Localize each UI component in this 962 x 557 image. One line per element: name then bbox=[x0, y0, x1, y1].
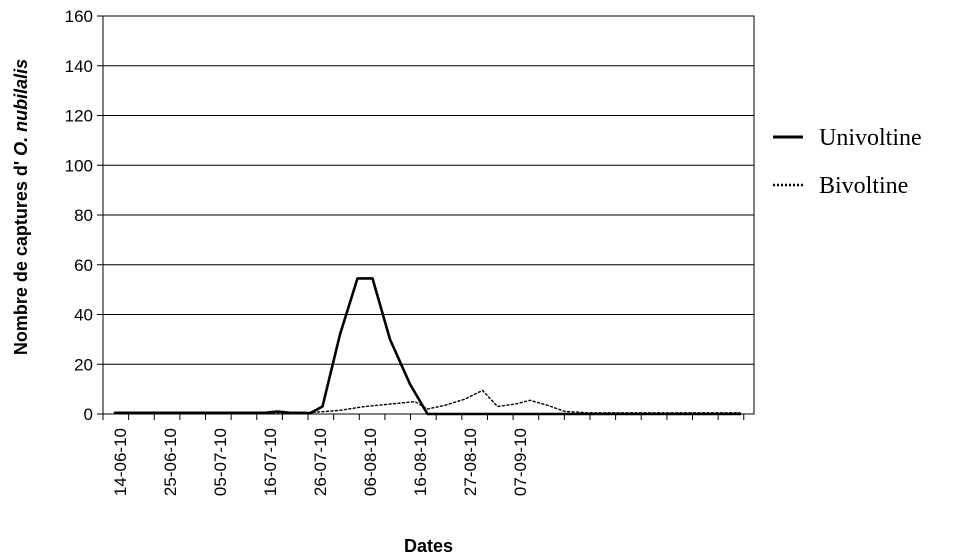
x-tick-label: 25-06-10 bbox=[161, 428, 180, 496]
y-tick-label: 100 bbox=[65, 156, 93, 175]
y-tick-label: 60 bbox=[74, 256, 93, 275]
x-tick-label: 27-08-10 bbox=[461, 428, 480, 496]
series-line-univoltine bbox=[113, 277, 742, 416]
y-tick-label: 20 bbox=[74, 355, 93, 374]
x-tick-label: 16-07-10 bbox=[261, 428, 280, 496]
x-axis-title: Dates bbox=[404, 536, 453, 556]
x-tick-label: 14-06-10 bbox=[111, 428, 130, 496]
x-tick-label: 05-07-10 bbox=[211, 428, 230, 496]
y-tick-label: 40 bbox=[74, 306, 93, 325]
y-tick-label: 0 bbox=[84, 405, 93, 424]
legend-item-bivoltine: Bivoltine bbox=[773, 173, 908, 199]
legend-label-bivoltine: Bivoltine bbox=[819, 173, 908, 199]
series-line-bivoltine bbox=[114, 389, 741, 414]
y-axis-title-species: O. nubilalis bbox=[11, 59, 31, 156]
x-tick-label: 06-08-10 bbox=[361, 428, 380, 496]
y-axis: 0 20 40 60 80 100 120 140 160 bbox=[65, 7, 103, 424]
x-tick-label: 16-08-10 bbox=[411, 428, 430, 496]
x-tick-label: 07-09-10 bbox=[511, 428, 530, 496]
x-axis: 14-06-10 25-06-10 05-07-10 16-07-10 26-07-10… bbox=[102, 414, 745, 496]
legend-label-univoltine: Univoltine bbox=[819, 125, 922, 151]
y-axis-title: Nombre de captures d' O. nubilalis bbox=[11, 59, 31, 355]
x-tick-label: 26-07-10 bbox=[311, 428, 330, 496]
series-layer bbox=[113, 277, 742, 416]
y-tick-label: 120 bbox=[65, 107, 93, 126]
y-tick-label: 80 bbox=[74, 206, 93, 225]
gridlines bbox=[103, 15, 754, 365]
y-tick-label: 140 bbox=[65, 57, 93, 76]
legend-item-univoltine: Univoltine bbox=[773, 125, 922, 151]
y-tick-label: 160 bbox=[65, 7, 93, 26]
legend: Univoltine Bivoltine bbox=[773, 125, 922, 199]
y-axis-title-prefix: Nombre de captures d' bbox=[11, 156, 31, 355]
